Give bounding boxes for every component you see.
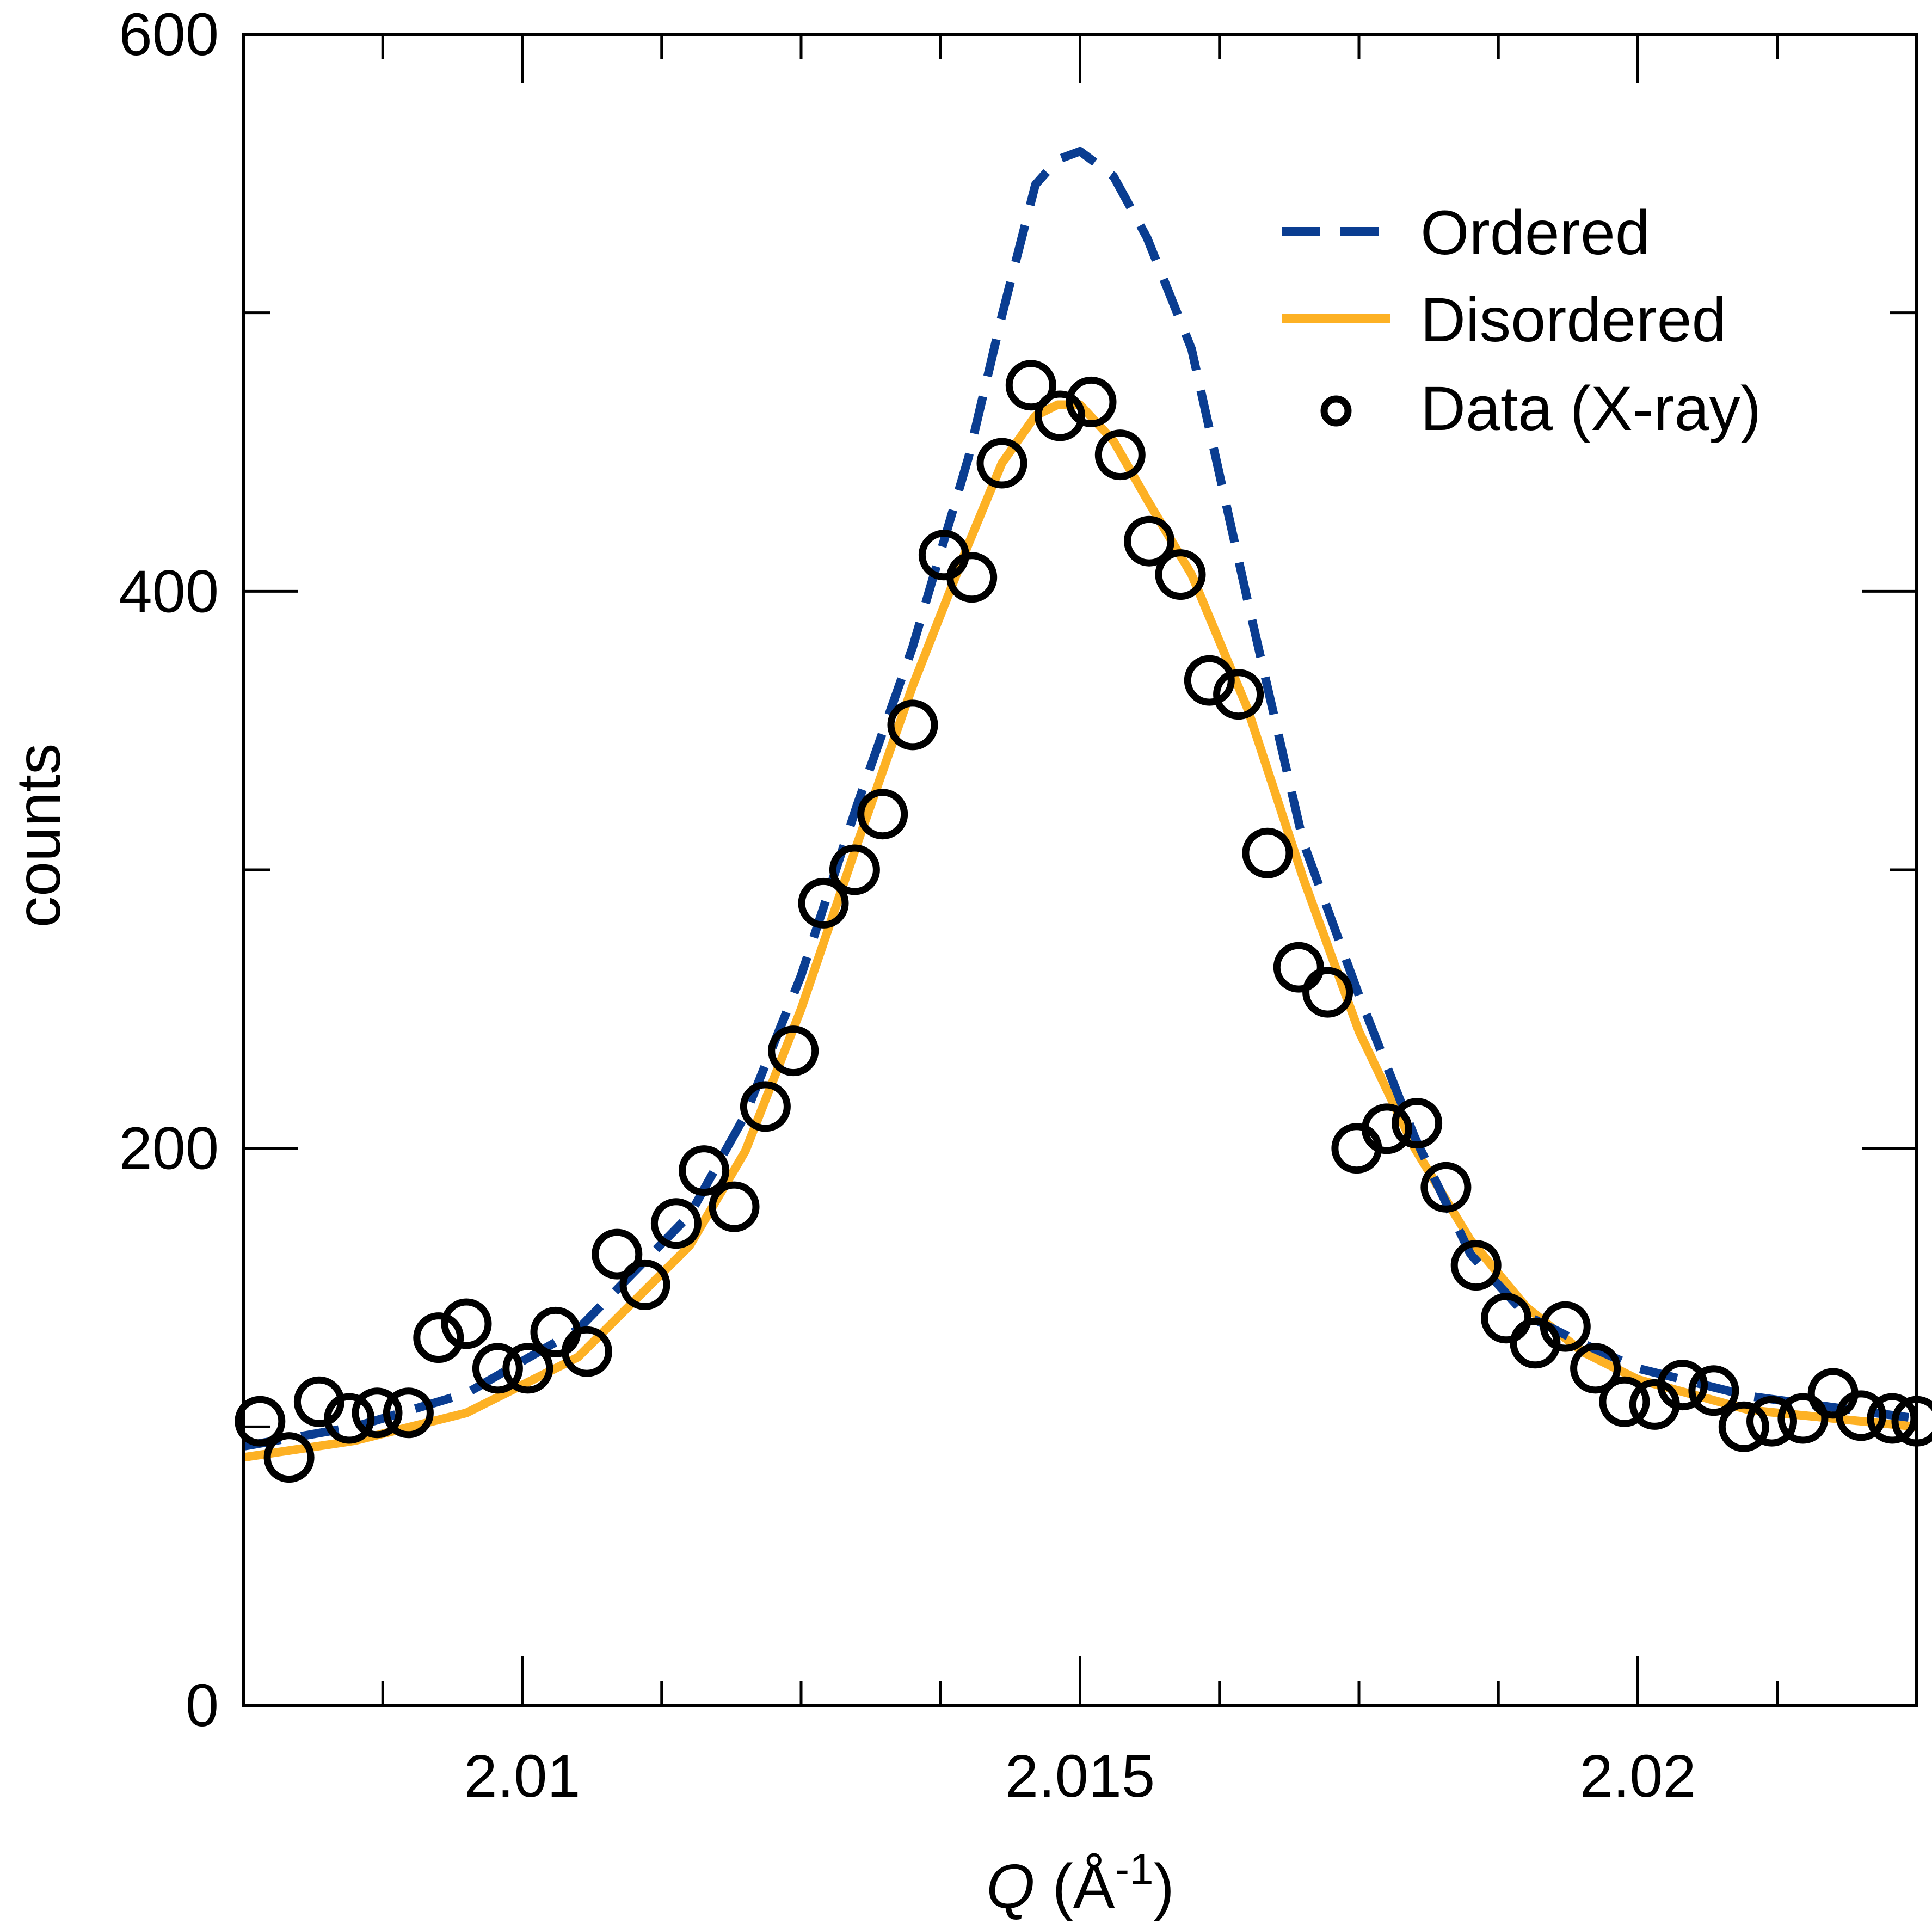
data-point (235, 1396, 286, 1447)
legend-marker-data (1320, 395, 1352, 427)
data-point (383, 1387, 434, 1439)
data-point (976, 438, 1027, 489)
data-point (1005, 360, 1056, 411)
data-point (1481, 1293, 1532, 1344)
x-tick-label: 2.01 (464, 1743, 580, 1810)
data-point (472, 1343, 523, 1394)
data-point (1867, 1393, 1918, 1444)
x-axis-unit-close: ) (1154, 1852, 1174, 1921)
data-point (263, 1432, 315, 1483)
data-point (887, 699, 938, 751)
legend: Ordered Disordered Data (X-ray) (1282, 198, 1761, 444)
tick-labels: 2.01 2.015 2.02 0 200 400 600 (119, 1, 1696, 1810)
data-point (1066, 376, 1117, 427)
data-points (235, 360, 1932, 1483)
x-tick-label: 2.02 (1579, 1743, 1696, 1810)
data-point (1688, 1365, 1739, 1416)
data-point (650, 1198, 702, 1249)
data-point (324, 1393, 375, 1444)
data-point (1155, 549, 1206, 600)
x-axis-unit-sup: -1 (1115, 1845, 1153, 1893)
data-point (1540, 1301, 1591, 1352)
legend-label-disordered: Disordered (1420, 285, 1726, 355)
data-point (1777, 1393, 1829, 1444)
data-point (1392, 1098, 1443, 1149)
data-point (1718, 1401, 1769, 1452)
data-point (1420, 1162, 1472, 1213)
y-tick-label: 600 (119, 1, 219, 68)
data-point (441, 1298, 492, 1349)
data-point (1184, 655, 1235, 706)
data-point (1035, 390, 1086, 441)
data-point (798, 877, 849, 929)
data-point (1213, 669, 1264, 720)
data-point (829, 844, 880, 895)
data-point (1361, 1103, 1412, 1154)
data-point (1273, 942, 1324, 993)
data-point (740, 1081, 791, 1132)
data-point (1242, 827, 1293, 878)
data-point (1657, 1360, 1708, 1411)
y-tick-label: 400 (119, 558, 219, 625)
data-point (1746, 1396, 1797, 1447)
data-point (1836, 1390, 1886, 1441)
data-point (946, 552, 998, 603)
x-axis-title: Q (Å-1) (986, 1845, 1174, 1922)
plot-frame (242, 33, 1918, 1707)
data-point (709, 1181, 760, 1232)
y-tick-label: 0 (186, 1672, 219, 1739)
data-point (857, 789, 908, 840)
y-axis-title: counts (4, 744, 73, 928)
data-point (1599, 1376, 1650, 1427)
data-point (1570, 1343, 1621, 1394)
legend-label-data: Data (X-ray) (1420, 374, 1761, 444)
data-point (592, 1228, 643, 1280)
x-axis-unit-open: (Å (1035, 1852, 1115, 1921)
data-point (352, 1387, 403, 1439)
data-point (679, 1145, 730, 1196)
legend-label-ordered: Ordered (1420, 198, 1650, 268)
data-point (561, 1326, 612, 1377)
x-tick-label: 2.015 (1005, 1743, 1155, 1810)
data-point (768, 1025, 819, 1077)
data-point (1450, 1240, 1502, 1291)
data-point (619, 1259, 670, 1310)
x-axis-symbol: Q (986, 1852, 1035, 1921)
data-point (1094, 429, 1146, 481)
data-point (413, 1312, 464, 1363)
y-tick-label: 200 (119, 1115, 219, 1182)
data-point (1302, 967, 1353, 1018)
data-point (1124, 515, 1175, 567)
data-point (502, 1343, 553, 1394)
